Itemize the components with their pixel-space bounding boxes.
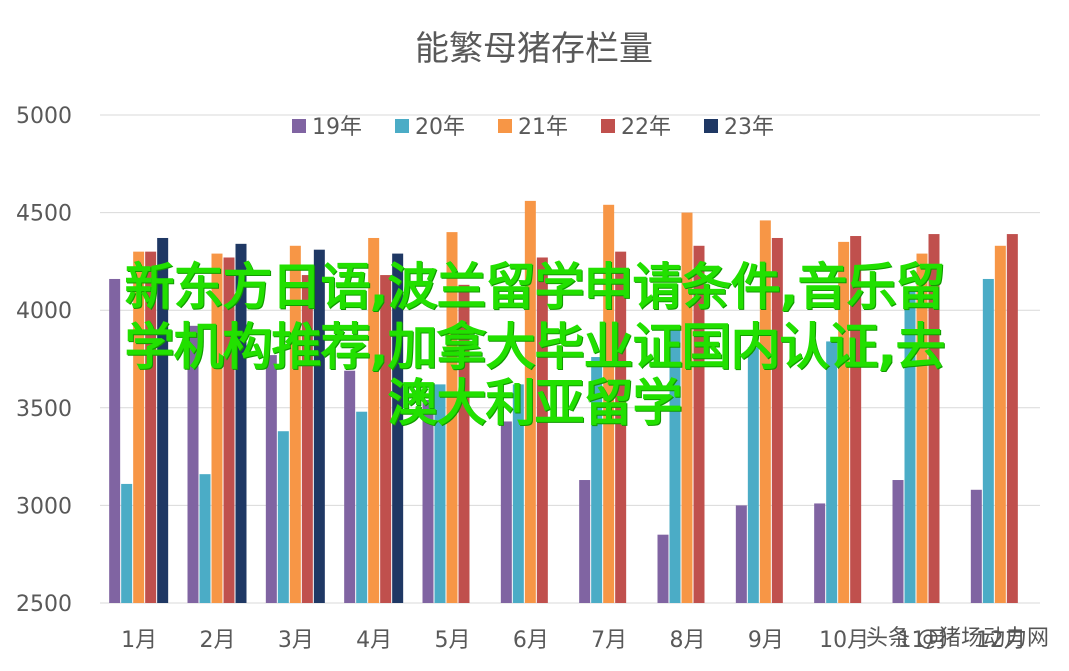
y-tick-label: 3000 xyxy=(16,494,72,519)
bar xyxy=(1006,234,1018,603)
bar xyxy=(145,251,157,603)
bar xyxy=(838,241,850,603)
bar xyxy=(850,236,862,604)
x-tick-label: 7月 xyxy=(591,628,627,653)
x-tick-label: 12月 xyxy=(976,628,1026,653)
bar xyxy=(579,480,591,603)
legend-swatch xyxy=(292,119,306,133)
bar xyxy=(277,431,289,603)
bar xyxy=(289,245,301,603)
bar xyxy=(313,249,325,604)
x-tick-label: 2月 xyxy=(200,628,236,653)
bar xyxy=(187,325,199,603)
x-tick-label: 5月 xyxy=(435,628,471,653)
bar xyxy=(356,411,368,603)
bar xyxy=(265,355,277,603)
x-tick-label: 4月 xyxy=(356,628,392,653)
overlay-text-line-3: 澳大利亚留学 xyxy=(387,374,683,432)
legend-label: 23年 xyxy=(724,115,774,140)
x-tick-label: 9月 xyxy=(748,628,784,653)
x-tick-label: 1月 xyxy=(121,628,157,653)
bars xyxy=(109,200,1018,604)
chart-title: 能繁母猪存栏量 xyxy=(415,29,653,69)
y-tick-label: 2500 xyxy=(16,592,72,617)
bar xyxy=(434,384,446,603)
bar xyxy=(759,220,771,603)
bar xyxy=(536,257,548,603)
bar xyxy=(994,245,1006,603)
legend: 19年 20年 21年 22年 23年 xyxy=(292,115,774,140)
watermark-text: 头条 @猪场动力网 xyxy=(866,626,1049,651)
x-tick-label: 11月 xyxy=(898,628,948,653)
legend-swatch xyxy=(395,119,409,133)
bar xyxy=(380,275,392,603)
overlay-text-line-2: 学机构推荐,加拿大毕业证国内认证,去 xyxy=(124,318,946,376)
bar xyxy=(814,503,826,603)
bar xyxy=(500,421,512,603)
x-tick-label: 10月 xyxy=(819,628,869,653)
bar xyxy=(826,341,838,603)
bar xyxy=(669,327,681,603)
bar xyxy=(133,251,145,603)
bar xyxy=(344,370,356,603)
bar xyxy=(392,253,404,604)
overlay-text-line-1: 新东方日语,波兰留学申请条件,音乐留 xyxy=(124,258,946,316)
bar xyxy=(603,204,615,604)
bar xyxy=(512,384,524,603)
y-axis-ticks: 2500 3000 3500 4000 4500 5000 xyxy=(16,104,72,617)
bar xyxy=(591,357,603,603)
bar xyxy=(422,399,434,603)
y-tick-label: 5000 xyxy=(16,104,72,129)
bar xyxy=(916,253,928,604)
bar xyxy=(657,534,669,603)
bar xyxy=(904,290,916,603)
legend-label: 22年 xyxy=(621,115,671,140)
y-tick-label: 3500 xyxy=(16,397,72,422)
x-axis-ticks: 1月 2月 3月 4月 5月 6月 7月 8月 9月 10月 11月 12月 xyxy=(121,628,1026,653)
legend-label: 19年 xyxy=(312,115,362,140)
bar xyxy=(235,243,247,603)
legend-swatch xyxy=(601,119,615,133)
bar xyxy=(735,505,747,603)
y-tick-label: 4000 xyxy=(16,299,72,324)
bar xyxy=(458,284,470,603)
bar xyxy=(446,232,458,603)
x-tick-label: 8月 xyxy=(670,628,706,653)
bar xyxy=(771,237,783,603)
legend-label: 20年 xyxy=(415,115,465,140)
x-tick-label: 6月 xyxy=(513,628,549,653)
bar xyxy=(368,237,380,603)
gridlines xyxy=(100,114,1040,604)
bar xyxy=(109,278,121,603)
bar xyxy=(693,245,705,603)
bar xyxy=(524,200,536,603)
bar xyxy=(199,474,211,603)
bar xyxy=(121,483,133,603)
legend-swatch xyxy=(498,119,512,133)
x-tick-label: 3月 xyxy=(278,628,314,653)
legend-swatch xyxy=(704,119,718,133)
bar xyxy=(892,480,904,603)
bar xyxy=(747,347,759,603)
bar xyxy=(211,253,223,604)
bar xyxy=(982,278,994,603)
bar xyxy=(928,234,940,603)
bar xyxy=(681,212,693,603)
bar xyxy=(615,251,627,603)
bar xyxy=(970,489,982,603)
bar xyxy=(157,237,169,603)
y-tick-label: 4500 xyxy=(16,202,72,227)
bar xyxy=(301,275,313,603)
bar xyxy=(223,257,235,603)
legend-label: 21年 xyxy=(518,115,568,140)
